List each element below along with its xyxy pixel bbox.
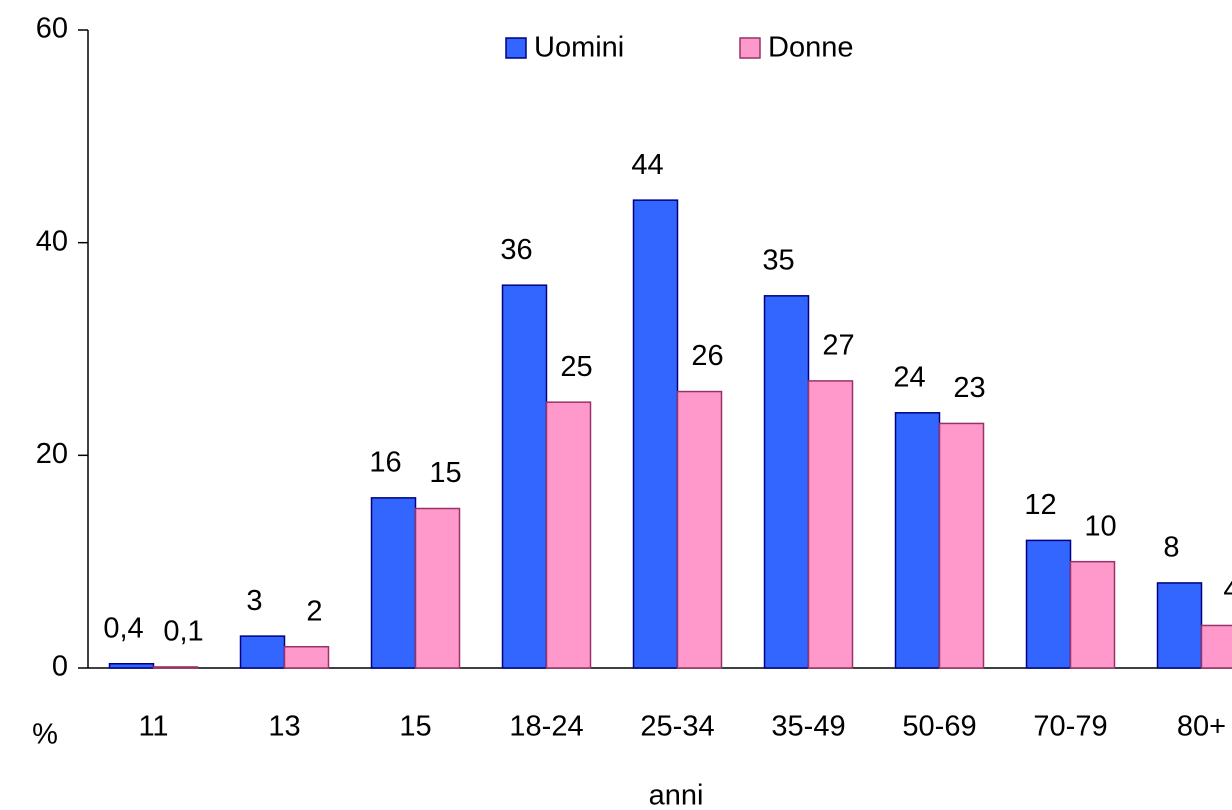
value-label: 36 <box>500 234 532 266</box>
x-tick-label: 35-49 <box>771 711 845 743</box>
bar <box>807 380 854 669</box>
bar <box>414 507 461 669</box>
value-label: 8 <box>1163 532 1179 564</box>
bar <box>1069 560 1116 669</box>
bar <box>545 401 592 669</box>
value-label: 4 <box>1223 574 1232 606</box>
legend-label: Donne <box>768 32 853 64</box>
y-tick-label: 0 <box>52 651 68 683</box>
value-label: 3 <box>246 585 262 617</box>
bar <box>283 645 330 669</box>
value-label: 23 <box>953 372 985 404</box>
value-label: 44 <box>631 149 663 181</box>
bar <box>763 295 810 669</box>
value-label: 0,1 <box>163 616 203 648</box>
bar <box>676 390 723 669</box>
value-label: 10 <box>1084 510 1116 542</box>
y-tick-label: 20 <box>36 438 68 470</box>
bar <box>938 422 985 669</box>
y-axis-label: % <box>32 719 58 751</box>
value-label: 2 <box>306 595 322 627</box>
value-label: 26 <box>691 340 723 372</box>
bar <box>370 497 417 669</box>
x-tick-label: 13 <box>268 711 300 743</box>
x-axis-label: anni <box>649 780 704 810</box>
value-label: 25 <box>560 351 592 383</box>
bar <box>239 635 286 669</box>
bar <box>1200 624 1232 669</box>
bar <box>894 412 941 669</box>
x-tick-label: 11 <box>138 711 168 743</box>
x-tick-label: 50-69 <box>902 711 976 743</box>
y-tick-label: 60 <box>36 13 68 45</box>
value-label: 0,4 <box>103 612 143 644</box>
value-label: 27 <box>822 330 854 362</box>
y-tick-label: 40 <box>36 225 68 257</box>
x-tick-label: 18-24 <box>509 711 583 743</box>
legend-label: Uomini <box>534 32 624 64</box>
value-label: 16 <box>369 447 401 479</box>
value-label: 12 <box>1024 489 1056 521</box>
x-tick-label: 15 <box>399 711 431 743</box>
legend-swatch <box>739 37 761 59</box>
legend-swatch <box>505 37 527 59</box>
bar <box>1025 539 1072 669</box>
value-label: 24 <box>893 361 925 393</box>
bar <box>152 666 199 669</box>
bar <box>1156 582 1203 669</box>
value-label: 35 <box>762 244 794 276</box>
x-tick-label: 25-34 <box>640 711 714 743</box>
bar <box>501 284 548 669</box>
bar <box>632 199 679 669</box>
x-tick-label: 70-79 <box>1033 711 1107 743</box>
x-tick-label: 80+ <box>1177 711 1226 743</box>
value-label: 15 <box>429 457 461 489</box>
bar <box>108 662 155 669</box>
